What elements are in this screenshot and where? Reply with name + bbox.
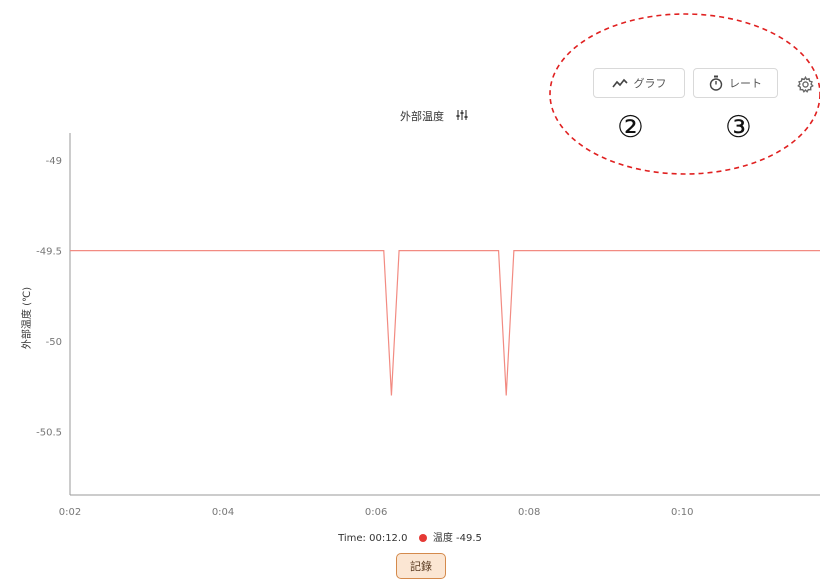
rate-button-label: レート [729,77,762,90]
y-tick-label: -49 [46,156,62,167]
trend-line-icon [611,78,628,88]
graph-button-label: グラフ [633,77,667,90]
annotation-marker-2: ② [617,110,644,145]
rate-button[interactable]: レート [693,68,778,98]
x-tick-label: 0:10 [671,507,693,518]
x-tick-label: 0:02 [59,507,81,518]
y-tick-label: -50 [46,337,62,348]
chart-title: 外部温度 [400,109,444,123]
record-button[interactable]: 記錄 [396,553,446,579]
series-readout: 温度 -49.5 [432,533,482,544]
x-tick-label: 0:04 [212,507,234,518]
time-readout: Time: 00:12.0 [338,533,408,544]
x-tick-label: 0:08 [518,507,540,518]
stopwatch-icon [709,75,723,91]
y-axis-label: 外部温度 (℃) [20,287,33,349]
graph-button[interactable]: グラフ [593,68,685,98]
sliders-icon[interactable] [456,110,468,120]
series-color-dot [418,534,427,542]
annotation-marker-3: ③ [725,110,752,145]
y-tick-label: -50.5 [36,428,62,439]
x-tick-label: 0:06 [365,507,387,518]
y-tick-label: -49.5 [36,247,62,258]
cursor-readout: Time: 00:12.0 温度 -49.5 [0,529,820,544]
gear-icon[interactable] [797,76,814,93]
series-line [70,250,820,396]
